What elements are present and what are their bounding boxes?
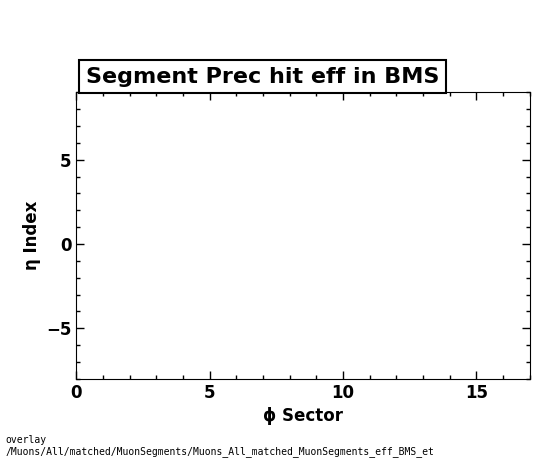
Text: Segment Prec hit eff in BMS: Segment Prec hit eff in BMS: [86, 67, 439, 87]
Text: overlay
/Muons/All/matched/MuonSegments/Muons_All_matched_MuonSegments_eff_BMS_e: overlay /Muons/All/matched/MuonSegments/…: [5, 435, 434, 457]
X-axis label: ϕ Sector: ϕ Sector: [263, 407, 343, 425]
Y-axis label: η Index: η Index: [22, 201, 40, 270]
